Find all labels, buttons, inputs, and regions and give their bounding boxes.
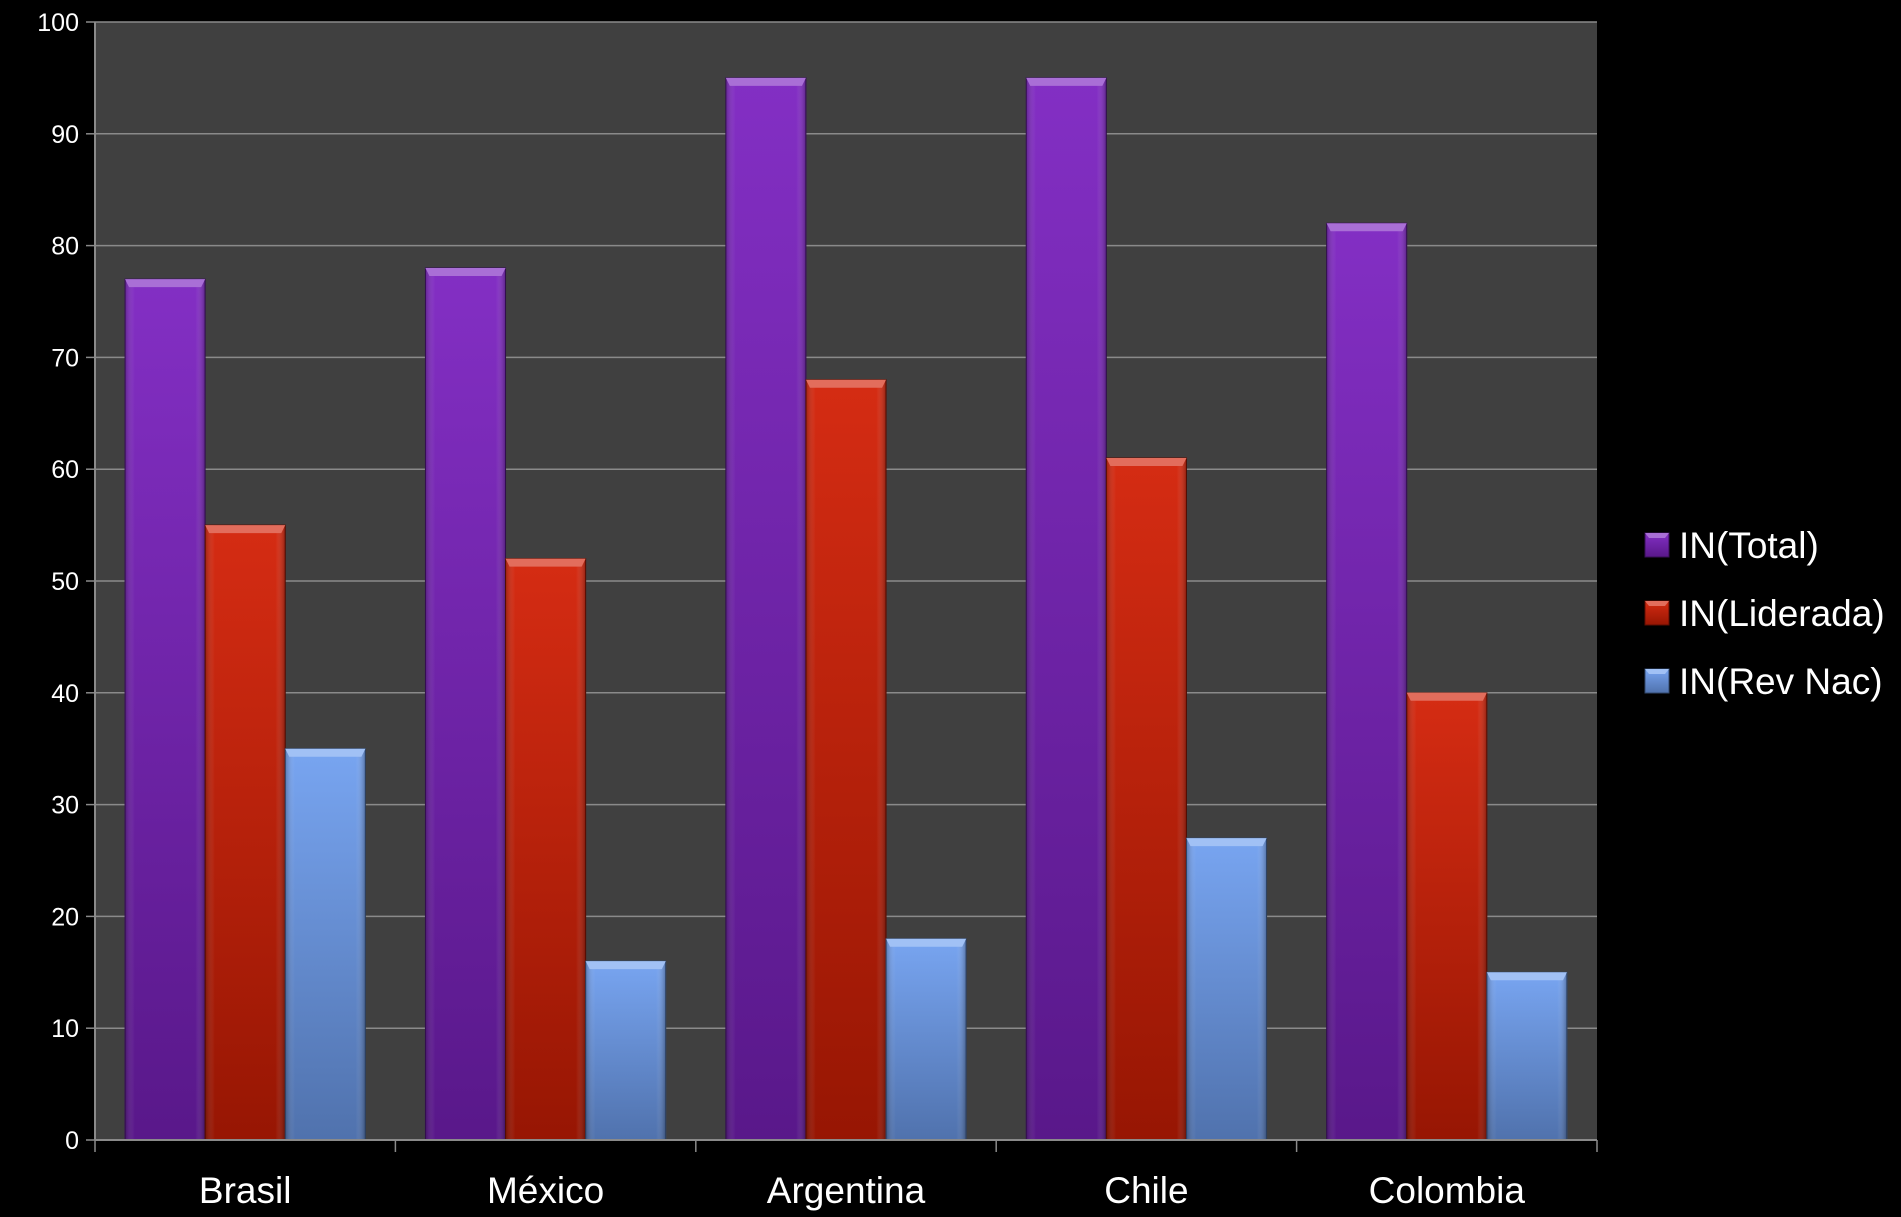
x-category-labels: Brasil México Argentina Chile Colombia — [199, 1170, 1525, 1211]
bar-in-rev-nac-chile — [1185, 837, 1268, 1141]
bar-in-total-brasil — [124, 278, 206, 1141]
bar-in-liderada-chile — [1105, 457, 1187, 1141]
legend-label: IN(Rev Nac) — [1679, 661, 1883, 702]
legend-item: IN(Total) — [1644, 525, 1819, 566]
bar-in-total-colombia — [1326, 222, 1408, 1141]
bar-in-rev-nac-méxico — [585, 960, 667, 1141]
legend-label: IN(Total) — [1679, 525, 1819, 566]
y-tick-label: 90 — [51, 121, 79, 149]
bars — [124, 77, 1568, 1141]
x-category-label: Argentina — [767, 1170, 926, 1211]
y-tick-label: 40 — [51, 680, 79, 708]
legend-item: IN(Rev Nac) — [1644, 661, 1883, 702]
bar-in-total-argentina — [725, 77, 807, 1141]
legend: IN(Total) IN(Liderada) IN(Rev Nac) — [1644, 525, 1885, 702]
x-category-label: México — [487, 1170, 604, 1211]
y-tick-label: 50 — [51, 568, 79, 596]
bar-in-total-méxico — [424, 267, 507, 1141]
y-tick-labels: 0 10 20 30 40 50 60 70 80 90 100 — [37, 9, 79, 1155]
axes — [94, 22, 1598, 1152]
bar-in-rev-nac-brasil — [284, 748, 366, 1141]
bar-in-rev-nac-argentina — [885, 938, 967, 1141]
bar-in-liderada-colombia — [1406, 692, 1488, 1141]
bar-in-liderada-argentina — [805, 379, 887, 1141]
bar-in-liderada-brasil — [204, 524, 286, 1141]
y-tick-label: 70 — [51, 344, 79, 372]
y-tick-label: 80 — [51, 233, 79, 261]
x-category-label: Chile — [1104, 1170, 1188, 1211]
y-tick-label: 60 — [51, 456, 79, 484]
y-tick-label: 20 — [51, 903, 79, 931]
legend-item: IN(Liderada) — [1644, 593, 1885, 634]
legend-label: IN(Liderada) — [1679, 593, 1885, 634]
bar-in-liderada-méxico — [505, 558, 587, 1141]
y-tick-label: 100 — [37, 9, 79, 37]
y-tick-label: 10 — [51, 1015, 79, 1043]
x-category-label: Colombia — [1369, 1170, 1526, 1211]
y-tick-label: 30 — [51, 792, 79, 820]
y-tick-label: 0 — [65, 1127, 79, 1155]
bar-in-rev-nac-colombia — [1486, 971, 1568, 1141]
x-category-label: Brasil — [199, 1170, 292, 1211]
bar-in-total-chile — [1025, 77, 1107, 1141]
